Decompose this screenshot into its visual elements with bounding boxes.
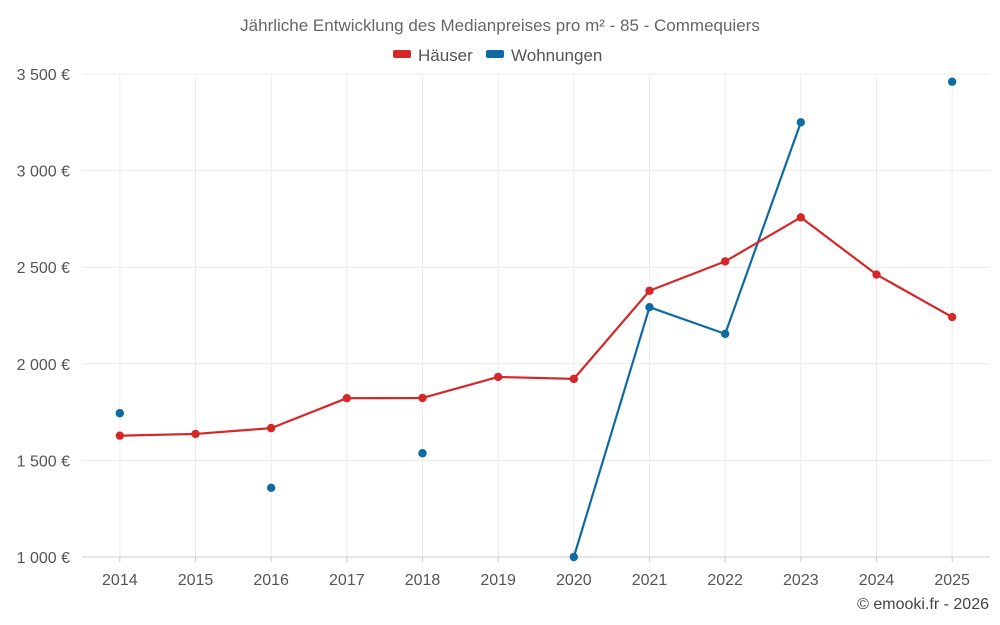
series-wohnungen (115, 77, 957, 562)
y-tick-label: 1 000 € (17, 550, 70, 567)
legend-swatch-haeuser (393, 50, 411, 58)
legend-swatch-wohnungen (486, 50, 504, 58)
data-point-wohnungen[interactable] (115, 409, 125, 418)
y-tick-label: 3 000 € (17, 164, 70, 181)
data-point-haeuser[interactable] (191, 429, 200, 439)
x-tick-label: 2015 (178, 572, 214, 589)
x-tick-label: 2022 (707, 572, 743, 589)
chart-title: Jährliche Entwicklung des Medianpreises … (240, 16, 760, 35)
legend-label-haeuser: Häuser (418, 46, 473, 65)
data-point-wohnungen[interactable] (947, 77, 957, 86)
data-point-wohnungen[interactable] (720, 329, 730, 339)
x-tick-label: 2025 (934, 572, 970, 589)
data-point-haeuser[interactable] (266, 423, 276, 433)
credit-text: © emooki.fr - 2026 (857, 596, 989, 613)
x-tick-label: 2014 (102, 572, 138, 589)
data-point-wohnungen[interactable] (266, 483, 276, 493)
data-point-haeuser[interactable] (115, 431, 125, 440)
data-point-haeuser[interactable] (796, 213, 806, 222)
data-point-haeuser[interactable] (947, 312, 957, 322)
data-point-wohnungen[interactable] (418, 449, 427, 458)
y-tick-label: 1 500 € (17, 453, 70, 470)
x-tick-label: 2019 (480, 572, 516, 589)
data-point-wohnungen[interactable] (645, 302, 654, 312)
series-line-wohnungen (572, 121, 802, 559)
data-point-wohnungen[interactable] (569, 552, 579, 562)
y-axis: 1 000 € 1 500 € 2 000 € 2 500 € 3 000 € 3 500… (17, 67, 70, 567)
x-tick-label: 2016 (253, 572, 289, 589)
data-point-haeuser[interactable] (418, 393, 427, 403)
series-line-haeuser (118, 216, 954, 437)
data-point-haeuser[interactable] (493, 372, 503, 382)
x-tick-label: 2021 (632, 572, 668, 589)
x-tick-label: 2018 (405, 572, 441, 589)
data-point-haeuser[interactable] (872, 270, 881, 279)
data-point-haeuser[interactable] (645, 286, 654, 295)
data-point-wohnungen[interactable] (796, 118, 806, 127)
series-haeuser (115, 213, 957, 440)
x-tick-label: 2020 (556, 572, 592, 589)
grid (82, 73, 990, 558)
x-axis: 2014 2015 2016 2017 2018 2019 2020 2021 2022 2023… (82, 556, 990, 589)
legend-item-wohnungen[interactable]: Wohnungen (486, 46, 602, 65)
data-point-haeuser[interactable] (720, 257, 730, 266)
legend-item-haeuser[interactable]: Häuser (393, 46, 473, 65)
series-layer (115, 77, 957, 562)
data-point-haeuser[interactable] (569, 374, 579, 384)
y-tick-label: 3 500 € (17, 67, 70, 84)
x-tick-label: 2024 (859, 572, 895, 589)
data-point-haeuser[interactable] (342, 393, 352, 403)
x-tick-label: 2023 (783, 572, 819, 589)
y-tick-label: 2 500 € (17, 260, 70, 277)
y-tick-label: 2 000 € (17, 357, 70, 374)
legend: Häuser Wohnungen (393, 46, 602, 65)
x-tick-label: 2017 (329, 572, 365, 589)
legend-label-wohnungen: Wohnungen (511, 46, 602, 65)
